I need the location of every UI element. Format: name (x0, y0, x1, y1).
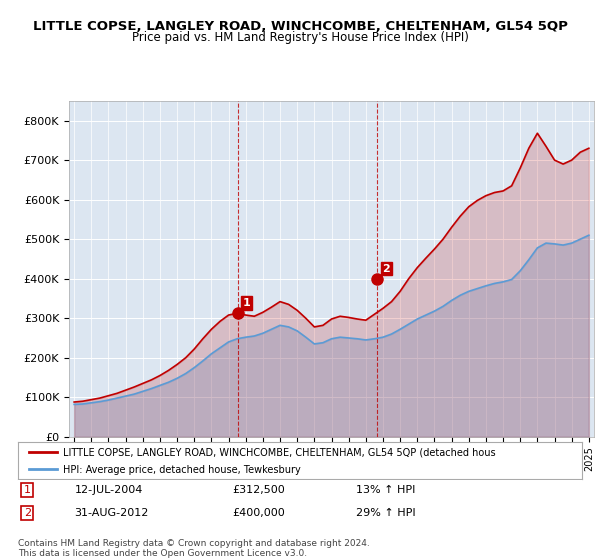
Text: £400,000: £400,000 (232, 508, 285, 518)
Text: 2: 2 (382, 264, 390, 274)
Text: Contains HM Land Registry data © Crown copyright and database right 2024.
This d: Contains HM Land Registry data © Crown c… (18, 539, 370, 558)
Text: LITTLE COPSE, LANGLEY ROAD, WINCHCOMBE, CHELTENHAM, GL54 5QP: LITTLE COPSE, LANGLEY ROAD, WINCHCOMBE, … (32, 20, 568, 32)
Text: £312,500: £312,500 (232, 485, 285, 495)
Text: 31-AUG-2012: 31-AUG-2012 (74, 508, 149, 518)
Text: LITTLE COPSE, LANGLEY ROAD, WINCHCOMBE, CHELTENHAM, GL54 5QP (detached hous: LITTLE COPSE, LANGLEY ROAD, WINCHCOMBE, … (63, 447, 496, 458)
Text: 29% ↑ HPI: 29% ↑ HPI (356, 508, 416, 518)
Text: HPI: Average price, detached house, Tewkesbury: HPI: Average price, detached house, Tewk… (63, 465, 301, 475)
Text: 12-JUL-2004: 12-JUL-2004 (74, 485, 143, 495)
Text: 1: 1 (23, 485, 31, 495)
Text: 1: 1 (243, 298, 251, 308)
Text: 2: 2 (23, 508, 31, 518)
Text: 13% ↑ HPI: 13% ↑ HPI (356, 485, 416, 495)
Text: Price paid vs. HM Land Registry's House Price Index (HPI): Price paid vs. HM Land Registry's House … (131, 31, 469, 44)
